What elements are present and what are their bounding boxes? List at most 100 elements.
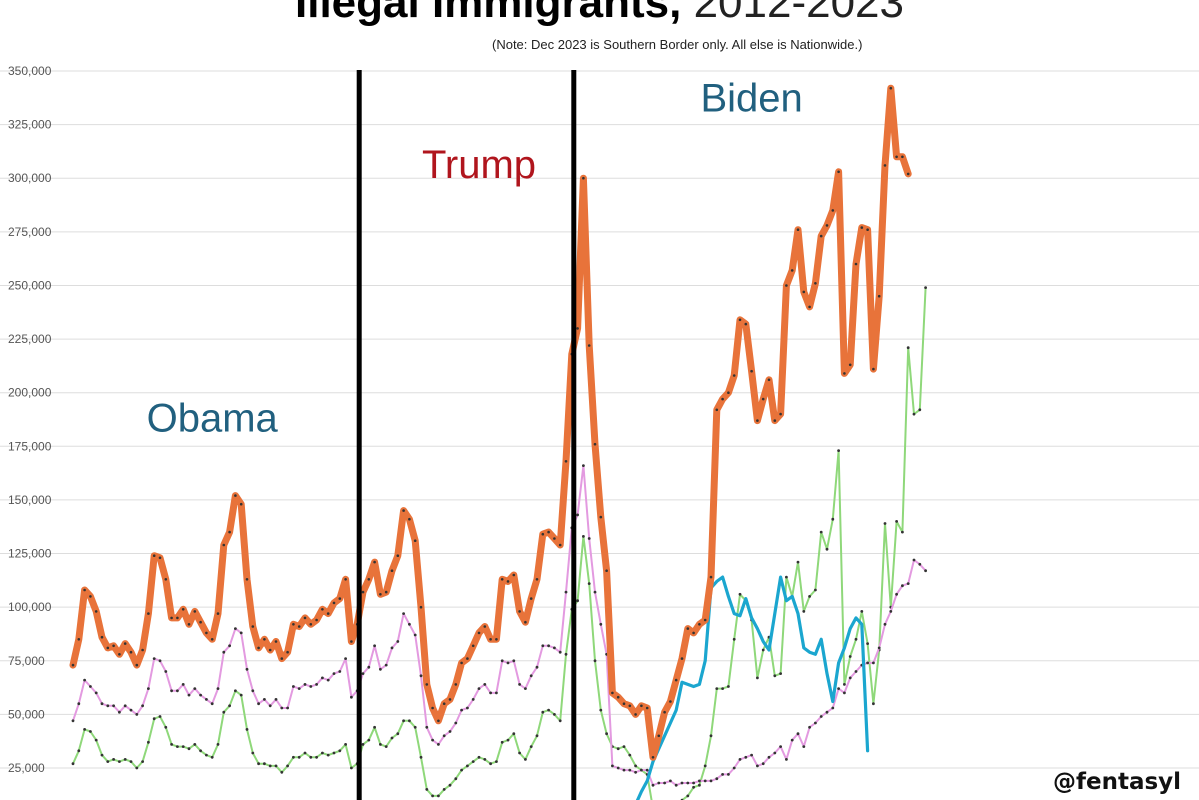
- data-point-pink: [808, 725, 811, 729]
- data-point-pink: [906, 582, 910, 585]
- data-point-green: [634, 764, 637, 768]
- data-point-green: [286, 764, 289, 768]
- data-point-orange: [825, 224, 829, 227]
- data-point-orange: [210, 638, 214, 641]
- data-point-pink: [315, 683, 318, 686]
- data-point-orange: [500, 578, 504, 581]
- data-point-orange: [611, 691, 614, 695]
- data-point-green: [466, 764, 469, 768]
- data-point-green: [785, 575, 788, 579]
- data-point-orange: [715, 408, 719, 412]
- data-point-green: [698, 783, 701, 787]
- data-point-pink: [634, 770, 637, 774]
- data-point-orange: [599, 515, 603, 519]
- data-point-green: [547, 708, 550, 712]
- data-point-pink: [268, 704, 272, 708]
- data-point-orange: [593, 442, 597, 446]
- data-point-orange: [129, 650, 133, 654]
- data-point-green: [268, 764, 272, 768]
- data-point-orange: [703, 618, 707, 622]
- data-point-pink: [674, 783, 678, 787]
- data-point-pink: [147, 687, 150, 690]
- data-point-green: [593, 659, 597, 663]
- data-point-pink: [129, 708, 133, 712]
- data-point-pink: [297, 687, 301, 690]
- data-point-pink: [431, 738, 434, 742]
- data-point-orange: [419, 605, 423, 609]
- data-point-pink: [83, 678, 86, 682]
- data-point-green: [326, 753, 330, 757]
- data-point-pink: [761, 762, 765, 766]
- data-point-pink: [640, 768, 643, 772]
- data-point-orange: [297, 625, 301, 628]
- data-point-orange: [408, 517, 411, 521]
- data-point-green: [924, 286, 927, 289]
- data-point-green: [234, 689, 237, 693]
- data-point-green: [819, 530, 823, 534]
- data-point-orange: [843, 372, 846, 375]
- data-point-orange: [750, 369, 753, 373]
- data-point-pink: [199, 693, 203, 697]
- data-point-green: [628, 753, 632, 757]
- data-point-orange: [756, 419, 759, 422]
- data-point-pink: [814, 721, 817, 725]
- data-point-orange: [802, 290, 806, 294]
- data-point-pink: [384, 663, 388, 667]
- data-point-pink: [210, 702, 214, 706]
- data-point-orange: [738, 318, 742, 322]
- data-point-green: [141, 760, 145, 763]
- data-point-orange: [634, 713, 637, 716]
- data-point-pink: [553, 646, 556, 650]
- data-point-pink: [790, 738, 794, 742]
- data-point-green: [158, 715, 162, 718]
- data-point-green: [350, 766, 353, 770]
- data-point-green: [199, 749, 203, 753]
- data-point-orange: [89, 595, 92, 598]
- data-point-green: [152, 717, 156, 721]
- data-point-pink: [123, 704, 127, 708]
- data-point-orange: [216, 612, 220, 615]
- data-point-green: [866, 642, 869, 645]
- data-point-pink: [77, 702, 81, 706]
- period-label-biden: Biden: [700, 77, 802, 121]
- data-point-green: [170, 743, 174, 746]
- data-point-pink: [205, 698, 208, 701]
- data-point-green: [715, 687, 719, 690]
- y-tick-label: 350,000: [8, 64, 52, 78]
- data-point-green: [379, 743, 382, 746]
- data-point-pink: [518, 683, 521, 686]
- data-point-green: [384, 745, 388, 748]
- data-point-green: [83, 728, 86, 731]
- data-point-orange: [872, 367, 875, 371]
- data-point-pink: [100, 702, 104, 706]
- data-point-green: [292, 755, 295, 759]
- data-point-orange: [286, 650, 289, 654]
- data-point-green: [390, 736, 394, 740]
- data-point-pink: [245, 667, 249, 671]
- data-point-pink: [309, 685, 313, 688]
- data-point-pink: [448, 730, 452, 733]
- y-tick-label: 325,000: [8, 118, 52, 132]
- data-point-orange: [506, 580, 510, 583]
- y-tick-label: 275,000: [8, 225, 52, 239]
- data-point-pink: [825, 710, 829, 714]
- data-point-green: [721, 687, 724, 690]
- data-point-pink: [466, 706, 469, 710]
- data-point-pink: [367, 665, 371, 669]
- data-point-pink: [164, 670, 168, 673]
- data-point-green: [205, 753, 208, 757]
- data-point-orange: [605, 569, 608, 572]
- data-point-pink: [802, 745, 806, 748]
- period-label-trump: Trump: [422, 143, 536, 187]
- data-point-green: [802, 610, 806, 613]
- data-point-pink: [773, 751, 777, 755]
- data-point-orange: [732, 374, 736, 377]
- data-point-pink: [483, 683, 487, 686]
- data-point-pink: [402, 612, 405, 615]
- data-point-orange: [257, 646, 260, 650]
- data-point-orange: [727, 391, 730, 395]
- data-point-orange: [321, 608, 324, 611]
- y-tick-label: 225,000: [8, 332, 52, 346]
- data-point-pink: [425, 725, 429, 729]
- data-point-orange: [669, 700, 672, 703]
